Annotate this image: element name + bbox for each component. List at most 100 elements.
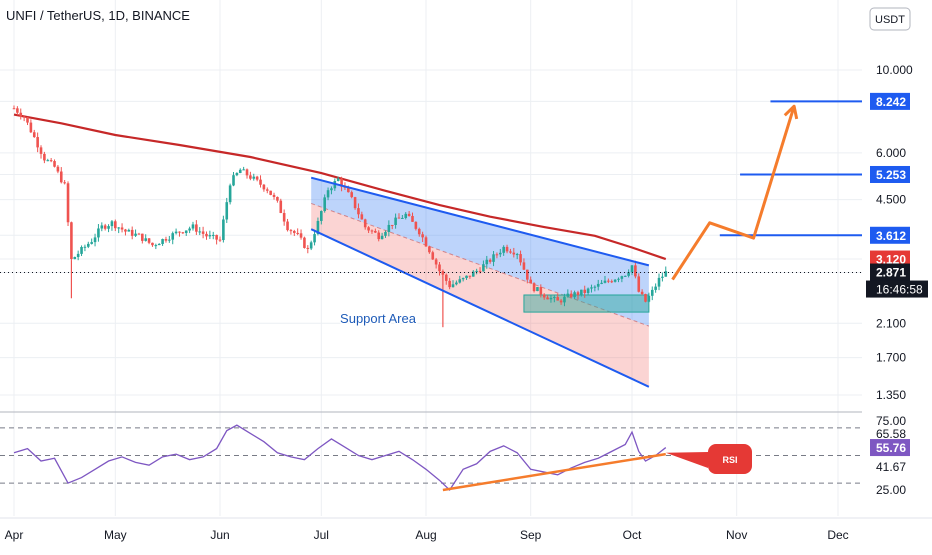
candle-body [488, 259, 492, 262]
candle-body [154, 245, 158, 247]
candle-body [536, 287, 539, 292]
candle-body [532, 283, 536, 292]
candle-body [36, 137, 39, 148]
time-axis-tick-label: Apr [5, 528, 24, 542]
candle-body [218, 239, 222, 241]
candle-body [421, 234, 424, 238]
candle-body [272, 194, 276, 197]
candle-body [502, 246, 505, 253]
candle-body [137, 233, 141, 235]
rsi-line [13, 424, 667, 492]
price-label: 3.612 [876, 229, 906, 243]
candle-body [414, 221, 418, 229]
candle-body [617, 278, 620, 280]
time-axis-tick-label: Jun [210, 528, 229, 542]
rsi-axis-tick-label: 75.00 [876, 414, 906, 428]
candle-body [262, 184, 266, 190]
candle-body [640, 291, 644, 295]
price-label-box [870, 165, 910, 183]
candle-body [424, 237, 428, 247]
price-label-box [870, 250, 910, 268]
candle-body [353, 197, 357, 209]
price-axis-tick-label: 1.700 [876, 351, 906, 365]
candle-body [110, 221, 114, 227]
candle-body [313, 234, 316, 243]
candle-body [644, 294, 647, 302]
candle-body [242, 169, 245, 171]
currency-badge-label: USDT [875, 14, 905, 26]
candle-body [394, 217, 397, 225]
candle-body [475, 270, 478, 272]
candle-body [215, 234, 218, 240]
candle-body [168, 239, 171, 241]
candle-body [539, 287, 543, 295]
candle-body [438, 264, 441, 272]
price-axis-tick-label: 1.350 [876, 388, 906, 402]
candle-body [225, 202, 229, 220]
candle-body [49, 160, 53, 162]
candle-body [458, 279, 462, 283]
candle-body [417, 228, 421, 235]
candle-body [171, 233, 175, 240]
candle-body [549, 297, 553, 300]
rsi-axis-tick-label: 25.00 [876, 483, 906, 497]
price-label: 5.253 [876, 168, 906, 182]
candle-body [347, 187, 350, 193]
candle-body [367, 227, 370, 231]
candle-body [157, 243, 161, 246]
candle-body [66, 183, 70, 223]
candle-body [252, 176, 256, 179]
candle-body [73, 257, 77, 260]
candle-body [222, 219, 225, 241]
candle-body [174, 231, 178, 234]
rsi-axis-tick-label: 65.58 [876, 427, 906, 441]
candle-body [613, 279, 617, 282]
candle-body [576, 292, 580, 296]
candle-body [296, 232, 299, 234]
rsi-callout-label: RSI [722, 455, 737, 465]
projection-arrowhead [783, 104, 799, 120]
candle-body [370, 230, 374, 232]
candle-body [12, 108, 16, 110]
grid [0, 0, 862, 516]
candle-body [228, 185, 232, 203]
candle-body [509, 251, 512, 253]
rsi-trendline [442, 452, 666, 492]
candle-body [130, 229, 134, 236]
price-axis-tick-label: 2.100 [876, 316, 906, 330]
candle-body [397, 217, 401, 219]
candle-body [590, 287, 593, 289]
candle-body [526, 269, 529, 280]
candle-body [586, 288, 590, 293]
candle-body [404, 213, 408, 218]
candle-body [593, 286, 597, 288]
candle-body [320, 211, 323, 221]
candle-body [444, 274, 448, 281]
candle-body [103, 225, 107, 229]
candle-body [505, 246, 509, 252]
moving-average-line [13, 113, 667, 261]
candle-body [255, 176, 259, 180]
candle-body [448, 280, 451, 288]
countdown-box [866, 280, 928, 298]
candle-body [151, 242, 154, 246]
candle-body [627, 272, 630, 276]
projection-path [671, 105, 796, 281]
candle-body [620, 276, 624, 279]
price-label: 2.871 [876, 266, 906, 280]
candle-body [390, 224, 394, 226]
candle-body [201, 231, 205, 234]
candle-body [316, 220, 320, 235]
candle-body [485, 259, 489, 265]
candle-body [360, 214, 364, 220]
candle-body [350, 192, 354, 198]
candle-body [566, 293, 570, 297]
price-label: 8.242 [876, 95, 906, 109]
time-axis-tick-label: Oct [623, 528, 642, 542]
candle-body [664, 271, 668, 277]
candle-body [498, 252, 502, 255]
candle-body [363, 219, 367, 228]
support-area-label: Support Area [340, 311, 417, 326]
